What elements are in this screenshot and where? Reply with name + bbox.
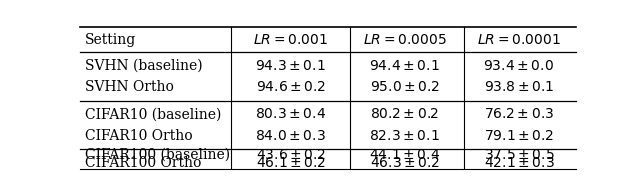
Text: $93.4 \pm 0.0$: $93.4 \pm 0.0$ <box>483 59 554 73</box>
Text: $94.3 \pm 0.1$: $94.3 \pm 0.1$ <box>255 59 326 73</box>
Text: $94.4 \pm 0.1$: $94.4 \pm 0.1$ <box>369 59 440 73</box>
Text: $93.8 \pm 0.1$: $93.8 \pm 0.1$ <box>484 80 554 94</box>
Text: CIFAR100 (baseline): CIFAR100 (baseline) <box>85 148 230 162</box>
Text: $46.3 \pm 0.2$: $46.3 \pm 0.2$ <box>370 156 440 170</box>
Text: $76.2 \pm 0.3$: $76.2 \pm 0.3$ <box>484 108 554 121</box>
Text: $94.6 \pm 0.2$: $94.6 \pm 0.2$ <box>256 80 326 94</box>
Text: $82.3 \pm 0.1$: $82.3 \pm 0.1$ <box>369 129 440 143</box>
Text: CIFAR10 Ortho: CIFAR10 Ortho <box>85 129 193 143</box>
Text: $79.1 \pm 0.2$: $79.1 \pm 0.2$ <box>484 129 554 143</box>
Text: CIFAR100 Ortho: CIFAR100 Ortho <box>85 156 202 170</box>
Text: Setting: Setting <box>85 33 136 47</box>
Text: $46.1 \pm 0.2$: $46.1 \pm 0.2$ <box>256 156 326 170</box>
Text: $37.5 \pm 0.5$: $37.5 \pm 0.5$ <box>484 148 554 162</box>
Text: $80.3 \pm 0.4$: $80.3 \pm 0.4$ <box>255 108 326 121</box>
Text: SVHN Ortho: SVHN Ortho <box>85 80 174 94</box>
Text: $LR = 0.0001$: $LR = 0.0001$ <box>477 33 561 47</box>
Text: $43.6 \pm 0.2$: $43.6 \pm 0.2$ <box>256 148 326 162</box>
Text: $95.0 \pm 0.2$: $95.0 \pm 0.2$ <box>370 80 440 94</box>
Text: SVHN (baseline): SVHN (baseline) <box>85 59 203 73</box>
Text: $80.2 \pm 0.2$: $80.2 \pm 0.2$ <box>371 108 440 121</box>
Text: $44.1 \pm 0.4$: $44.1 \pm 0.4$ <box>369 148 440 162</box>
Text: $42.1 \pm 0.3$: $42.1 \pm 0.3$ <box>484 156 554 170</box>
Text: $LR = 0.001$: $LR = 0.001$ <box>253 33 328 47</box>
Text: $LR = 0.0005$: $LR = 0.0005$ <box>363 33 447 47</box>
Text: CIFAR10 (baseline): CIFAR10 (baseline) <box>85 108 221 121</box>
Text: $84.0 \pm 0.3$: $84.0 \pm 0.3$ <box>255 129 326 143</box>
